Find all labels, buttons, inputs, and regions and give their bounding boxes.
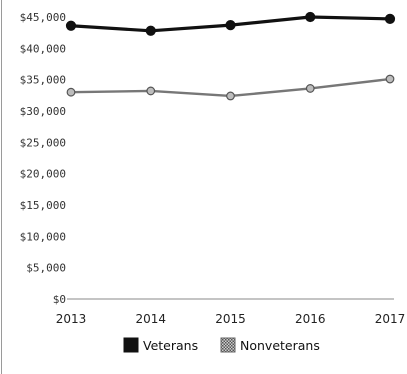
data-point-veterans <box>384 13 396 24</box>
legend: Veterans Nonveterans <box>123 337 320 353</box>
data-point-nonveterans <box>66 87 76 97</box>
y-tick-label: $40,000 <box>20 42 66 55</box>
y-tick-label: $25,000 <box>20 136 66 149</box>
y-tick-label: $5,000 <box>26 262 66 275</box>
x-tick-label: 2014 <box>135 312 166 326</box>
legend-label-veterans: Veterans <box>143 338 198 353</box>
y-tick-label: $15,000 <box>20 199 66 212</box>
data-point-veterans <box>65 20 77 31</box>
data-point-veterans <box>225 20 236 31</box>
legend-swatch-veterans <box>123 337 139 353</box>
x-tick-label: 2017 <box>375 312 406 326</box>
data-point-veterans <box>145 25 156 36</box>
x-tick-label: 2013 <box>56 312 87 326</box>
x-axis: 2013 2014 2015 2016 2017 <box>56 298 406 326</box>
y-tick-label: $20,000 <box>20 168 66 181</box>
data-point-veterans <box>305 11 316 23</box>
legend-label-nonveterans: Nonveterans <box>240 338 320 353</box>
y-tick-label: $45,000 <box>20 11 66 24</box>
legend-swatch-nonveterans <box>220 337 236 353</box>
data-point-nonveterans <box>146 86 156 96</box>
y-tick-label: $35,000 <box>20 74 66 87</box>
series-group <box>65 11 396 101</box>
x-tick-label: 2015 <box>215 312 246 326</box>
y-tick-label: $30,000 <box>20 105 66 118</box>
x-tick-label: 2016 <box>295 312 326 326</box>
data-point-nonveterans <box>385 74 395 84</box>
data-point-nonveterans <box>226 91 235 101</box>
y-tick-label: $0 <box>53 293 66 306</box>
data-point-nonveterans <box>305 84 315 93</box>
y-tick-label: $10,000 <box>20 230 66 243</box>
y-axis: $45,000 $40,000 $35,000 $30,000 $25,000 $20,0… <box>20 11 66 306</box>
